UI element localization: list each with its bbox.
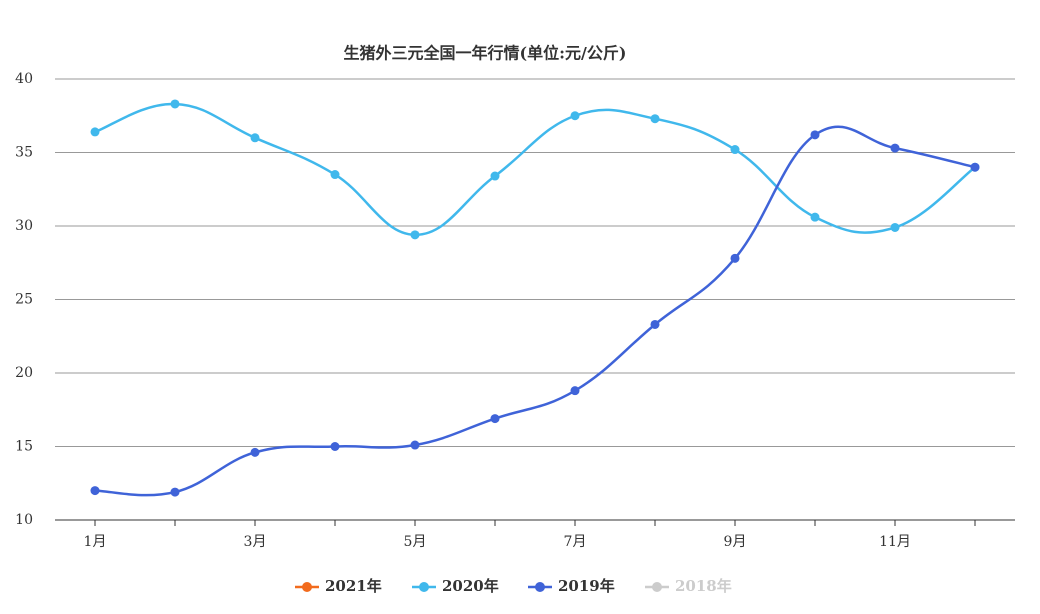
y-tick-label: 15 [15,439,33,455]
legend-label: 2018年 [675,577,732,595]
data-point [330,442,340,451]
data-point [810,212,820,222]
legend-marker [419,582,429,592]
x-tick-label: 5月 [404,534,427,550]
data-point [570,111,580,121]
legend-marker [535,582,545,592]
y-tick-label: 30 [15,218,33,234]
data-point [330,170,340,180]
legend-label: 2021年 [325,577,382,595]
data-point [650,114,660,124]
x-tick-label: 1月 [84,534,107,550]
data-point [90,127,100,137]
y-tick-label: 40 [15,71,33,87]
x-tick-label: 9月 [724,534,747,550]
data-point [410,230,420,240]
data-point [890,222,900,232]
data-point [730,145,740,155]
data-point [730,253,740,263]
legend-label: 2019年 [558,577,615,595]
data-point [170,99,180,109]
x-tick-label: 3月 [244,534,267,550]
data-point [250,133,260,143]
series-line [94,102,976,237]
y-tick-label: 25 [15,292,33,308]
data-point [970,162,980,172]
data-point [650,319,660,329]
data-point [810,130,820,140]
data-point [410,440,420,450]
data-point [890,143,900,153]
data-point [570,386,580,396]
legend-label: 2020年 [442,577,499,595]
y-tick-label: 35 [15,145,33,161]
data-point [490,171,500,181]
legend-marker [302,582,312,592]
y-tick-label: 10 [15,512,33,528]
x-tick-label: 7月 [564,534,587,550]
legend-marker [652,582,662,592]
y-tick-label: 20 [15,365,33,381]
data-point [490,414,500,424]
chart-title: 生猪外三元全国一年行情(单位:元/公斤) [344,44,627,63]
series-line [94,125,976,497]
x-tick-label: 11月 [879,534,911,550]
data-point [250,447,260,457]
data-point [90,486,100,496]
data-point [170,487,180,497]
